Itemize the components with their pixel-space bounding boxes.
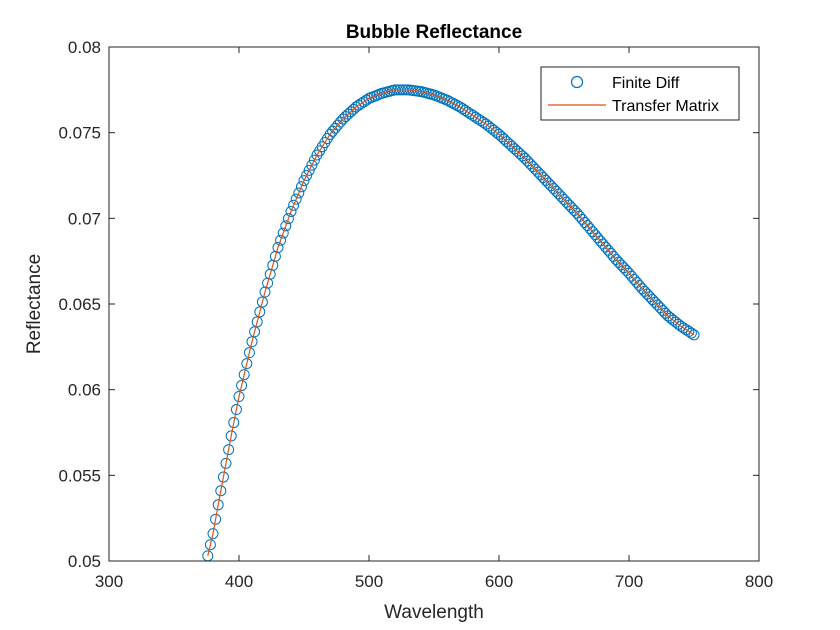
- finite-diff-marker: [251, 316, 263, 328]
- finite-diff-marker: [293, 187, 305, 199]
- finite-diff-marker: [288, 199, 300, 211]
- x-tick-label: 600: [485, 572, 513, 591]
- finite-diff-marker: [212, 499, 224, 511]
- legend-label-transfer-matrix: Transfer Matrix: [612, 98, 719, 115]
- y-axis-label: Reflectance: [24, 254, 45, 354]
- finite-diff-marker: [308, 154, 320, 166]
- finite-diff-marker: [241, 358, 253, 370]
- y-tick-label: 0.07: [68, 209, 101, 228]
- finite-diff-marker: [246, 336, 258, 348]
- finite-diff-marker: [298, 175, 310, 187]
- finite-diff-marker: [272, 241, 284, 253]
- series-finite-diff: [202, 84, 700, 562]
- finite-diff-marker: [290, 193, 302, 205]
- finite-diff-marker: [207, 528, 219, 540]
- x-tick-label: 400: [225, 572, 253, 591]
- finite-diff-marker: [285, 205, 297, 217]
- finite-diff-marker: [275, 234, 287, 246]
- finite-diff-marker: [249, 326, 261, 338]
- plot-area: [109, 47, 759, 561]
- finite-diff-marker: [282, 213, 294, 225]
- finite-diff-marker: [228, 417, 240, 429]
- finite-diff-marker: [220, 457, 232, 469]
- finite-diff-marker: [233, 391, 245, 403]
- finite-diff-marker: [256, 296, 268, 308]
- finite-diff-marker: [223, 444, 235, 456]
- x-tick-label: 800: [745, 572, 773, 591]
- legend-marker-finite-diff: [570, 75, 584, 89]
- finite-diff-marker: [230, 404, 242, 416]
- y-tick-label: 0.065: [58, 295, 101, 314]
- chart-title: Bubble Reflectance: [346, 22, 522, 43]
- finite-diff-marker: [238, 369, 250, 381]
- finite-diff-marker: [236, 380, 248, 392]
- y-tick-label: 0.055: [58, 466, 101, 485]
- legend: Finite Diff Transfer Matrix: [540, 66, 740, 121]
- finite-diff-marker: [210, 513, 222, 525]
- finite-diff-marker: [306, 159, 318, 171]
- finite-diff-marker: [280, 220, 292, 232]
- finite-diff-marker: [688, 329, 700, 341]
- finite-diff-marker: [451, 100, 463, 112]
- x-axis-label: Wavelength: [384, 602, 484, 623]
- plot-frame: [108, 46, 760, 562]
- finite-diff-marker: [295, 181, 307, 193]
- y-tick-label: 0.08: [68, 38, 101, 57]
- x-tick-label: 500: [355, 572, 383, 591]
- finite-diff-marker: [685, 327, 697, 339]
- finite-diff-marker: [215, 485, 227, 497]
- x-tick-label: 300: [95, 572, 123, 591]
- finite-diff-marker: [217, 471, 229, 483]
- finite-diff-marker: [301, 170, 313, 181]
- finite-diff-marker: [254, 306, 266, 318]
- y-tick-label: 0.05: [68, 552, 101, 571]
- transfer-matrix-line: [207, 89, 695, 556]
- finite-diff-marker: [225, 430, 237, 442]
- finite-diff-marker: [277, 227, 289, 239]
- finite-diff-marker: [243, 347, 255, 359]
- finite-diff-marker: [204, 539, 216, 551]
- finite-diff-marker: [303, 164, 315, 176]
- axis-ticks: 300 400 500 600 700 800 0.05 0.055 0.06 0.065 0.07…: [58, 38, 773, 591]
- y-tick-label: 0.06: [68, 381, 101, 400]
- x-tick-label: 700: [615, 572, 643, 591]
- series-layer: [202, 84, 700, 562]
- legend-label-finite-diff: Finite Diff: [612, 75, 680, 92]
- legend-box: [540, 66, 740, 121]
- y-tick-label: 0.075: [58, 124, 101, 143]
